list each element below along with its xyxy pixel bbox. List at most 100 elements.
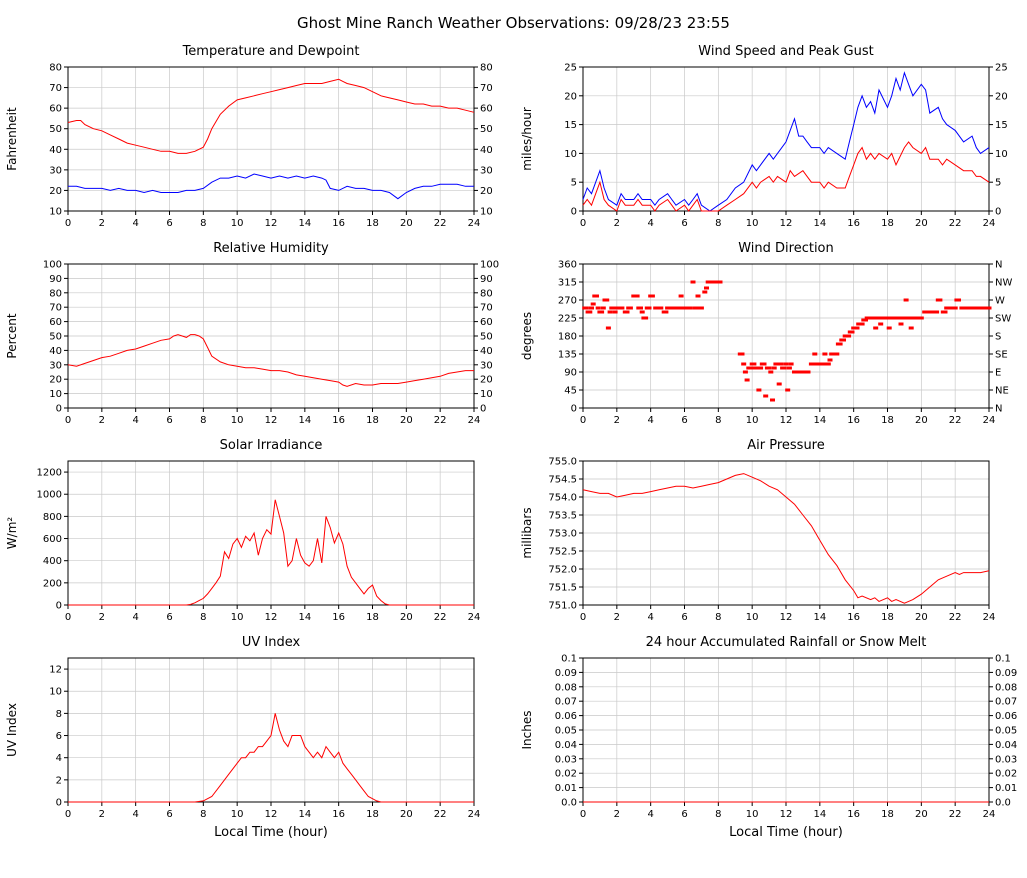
svg-text:751.0: 751.0 xyxy=(548,601,577,612)
svg-text:5: 5 xyxy=(995,178,1001,189)
svg-text:6: 6 xyxy=(681,415,687,426)
svg-text:40: 40 xyxy=(49,145,62,156)
svg-text:12: 12 xyxy=(265,415,278,426)
svg-text:8: 8 xyxy=(715,612,721,623)
svg-text:2: 2 xyxy=(99,415,105,426)
chart-title: Wind Direction xyxy=(738,241,834,256)
chart-title: UV Index xyxy=(241,635,301,650)
svg-text:4: 4 xyxy=(647,218,653,229)
svg-text:0.05: 0.05 xyxy=(555,726,577,737)
svg-text:30: 30 xyxy=(49,360,62,371)
svg-text:18: 18 xyxy=(881,415,894,426)
svg-text:22: 22 xyxy=(434,809,447,820)
svg-text:10: 10 xyxy=(231,612,244,623)
svg-text:752.0: 752.0 xyxy=(548,565,577,576)
svg-text:4: 4 xyxy=(647,415,653,426)
svg-text:15: 15 xyxy=(995,120,1008,131)
svg-text:N: N xyxy=(995,260,1002,271)
svg-text:70: 70 xyxy=(480,83,493,94)
svg-text:NE: NE xyxy=(995,386,1009,397)
svg-text:0.1: 0.1 xyxy=(561,654,577,665)
svg-text:18: 18 xyxy=(881,612,894,623)
svg-text:18: 18 xyxy=(881,218,894,229)
svg-text:0.03: 0.03 xyxy=(555,754,577,765)
charts-grid: Temperature and Dewpoint 0 2 4 6 8 10 12 14 16 18… xyxy=(2,44,1025,840)
svg-text:12: 12 xyxy=(265,612,278,623)
svg-text:70: 70 xyxy=(49,83,62,94)
svg-text:22: 22 xyxy=(434,415,447,426)
svg-text:24: 24 xyxy=(468,218,481,229)
svg-text:0.06: 0.06 xyxy=(555,711,577,722)
x-axis-label: Local Time (hour) xyxy=(214,825,328,840)
svg-text:Inches: Inches xyxy=(520,711,534,750)
svg-text:60: 60 xyxy=(480,317,493,328)
svg-text:10: 10 xyxy=(480,389,493,400)
svg-text:0.03: 0.03 xyxy=(995,754,1017,765)
svg-text:18: 18 xyxy=(366,612,379,623)
svg-text:22: 22 xyxy=(949,612,962,623)
svg-text:754.5: 754.5 xyxy=(548,475,577,486)
svg-text:751.5: 751.5 xyxy=(548,583,577,594)
svg-text:6: 6 xyxy=(56,731,62,742)
svg-text:2: 2 xyxy=(614,415,620,426)
svg-text:Percent: Percent xyxy=(5,313,19,358)
svg-text:20: 20 xyxy=(564,91,577,102)
svg-text:20: 20 xyxy=(915,218,928,229)
svg-text:0.01: 0.01 xyxy=(995,783,1017,794)
chart-title: Wind Speed and Peak Gust xyxy=(698,44,874,59)
chart-wind-direction: Wind Direction 0 2 4 6 8 10 12 14 16 18 20 22 24 0 N 45… xyxy=(517,241,1023,430)
x-axis-label: Local Time (hour) xyxy=(729,825,843,840)
svg-text:24: 24 xyxy=(983,612,996,623)
page-title: Ghost Mine Ranch Weather Observations: 0… xyxy=(297,14,730,32)
chart-rainfall: 24 hour Accumulated Rainfall or Snow Mel… xyxy=(517,635,1023,840)
svg-text:0: 0 xyxy=(580,612,586,623)
svg-text:360: 360 xyxy=(558,260,577,271)
svg-text:20: 20 xyxy=(915,809,928,820)
svg-text:0: 0 xyxy=(571,404,577,415)
svg-text:20: 20 xyxy=(400,218,413,229)
svg-text:0.05: 0.05 xyxy=(995,726,1017,737)
svg-text:16: 16 xyxy=(847,809,860,820)
svg-text:70: 70 xyxy=(49,303,62,314)
svg-text:50: 50 xyxy=(49,332,62,343)
svg-text:20: 20 xyxy=(915,612,928,623)
chart-title: Solar Irradiance xyxy=(219,438,323,453)
svg-text:6: 6 xyxy=(166,612,172,623)
svg-text:16: 16 xyxy=(847,218,860,229)
svg-text:22: 22 xyxy=(949,415,962,426)
svg-text:10: 10 xyxy=(49,687,62,698)
svg-text:18: 18 xyxy=(881,809,894,820)
svg-text:24: 24 xyxy=(468,809,481,820)
svg-text:4: 4 xyxy=(56,753,62,764)
svg-text:2: 2 xyxy=(614,218,620,229)
svg-text:10: 10 xyxy=(49,207,62,218)
svg-text:20: 20 xyxy=(400,612,413,623)
svg-text:60: 60 xyxy=(49,317,62,328)
svg-text:0: 0 xyxy=(65,809,71,820)
svg-text:12: 12 xyxy=(265,218,278,229)
svg-text:4: 4 xyxy=(647,809,653,820)
svg-text:20: 20 xyxy=(49,186,62,197)
svg-text:1000: 1000 xyxy=(37,490,62,501)
uv-index-plot: 0 2 4 6 8 10 12 14 16 18 20 22 24 0 2 4 6 8 10 12 UV Index xyxy=(2,652,508,824)
svg-text:15: 15 xyxy=(564,120,577,131)
svg-text:0.0: 0.0 xyxy=(995,798,1011,809)
svg-text:135: 135 xyxy=(558,350,577,361)
svg-text:2: 2 xyxy=(99,809,105,820)
svg-text:600: 600 xyxy=(43,534,62,545)
svg-text:753.0: 753.0 xyxy=(548,529,577,540)
svg-text:25: 25 xyxy=(564,63,577,74)
chart-uv-index: UV Index 0 2 4 6 8 10 12 14 16 18 20 22 24 0 2 4 6 8 10 12 U… xyxy=(2,635,508,840)
svg-text:16: 16 xyxy=(332,415,345,426)
svg-text:14: 14 xyxy=(813,218,826,229)
svg-text:22: 22 xyxy=(949,218,962,229)
temperature-dewpoint-plot: 0 2 4 6 8 10 12 14 16 18 20 22 24 10 10 20 20 30 30 40 40 50 5… xyxy=(2,61,508,233)
svg-text:16: 16 xyxy=(847,415,860,426)
svg-text:8: 8 xyxy=(200,218,206,229)
svg-text:14: 14 xyxy=(298,415,311,426)
svg-text:degrees: degrees xyxy=(520,312,534,360)
svg-text:270: 270 xyxy=(558,296,577,307)
svg-text:8: 8 xyxy=(200,612,206,623)
svg-text:10: 10 xyxy=(995,149,1008,160)
